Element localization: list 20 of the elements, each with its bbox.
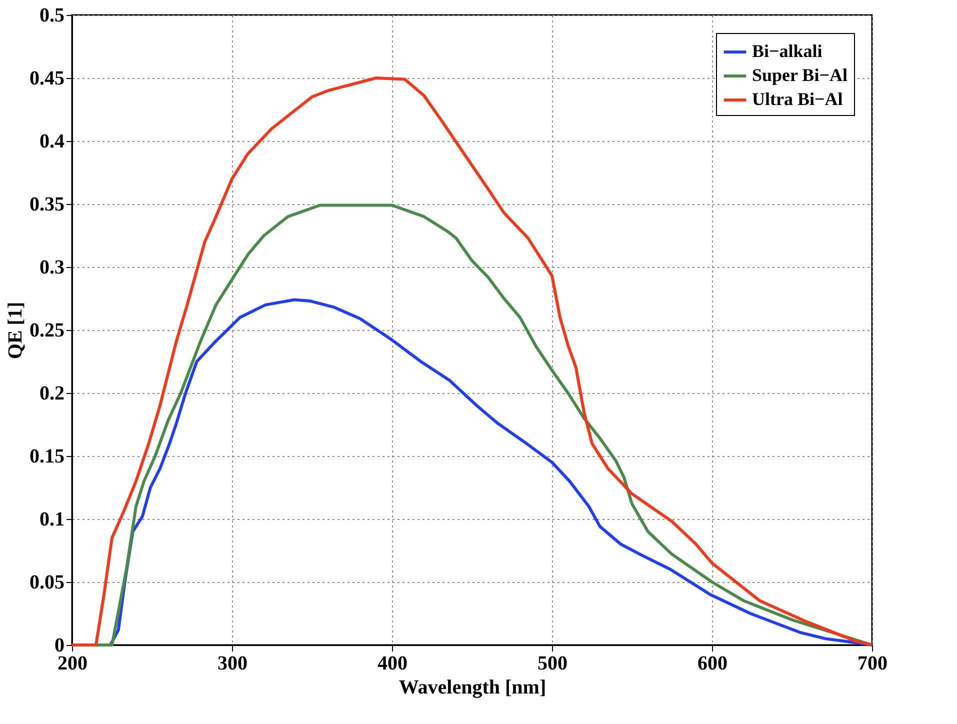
y-tick-label: 0.5	[40, 4, 64, 26]
y-tick-label: 0.4	[40, 130, 64, 152]
x-tick-label: 500	[538, 652, 568, 674]
legend-label: Ultra Bi−Al	[752, 89, 843, 109]
legend-label: Bi−alkali	[752, 41, 822, 61]
y-tick-label: 0.2	[40, 382, 64, 404]
x-tick-label: 300	[218, 652, 248, 674]
x-tick-label: 700	[858, 652, 888, 674]
y-tick-label: 0.05	[30, 572, 64, 594]
y-tick-label: 0.45	[30, 68, 64, 90]
legend-label: Super Bi−Al	[752, 65, 848, 85]
y-tick-label: 0.25	[30, 320, 64, 342]
y-tick-label: 0.15	[30, 446, 64, 468]
y-tick-label: 0.1	[40, 508, 64, 530]
x-tick-label: 600	[698, 652, 728, 674]
y-tick-label: 0.35	[30, 194, 64, 216]
y-axis-title: QE [1]	[4, 302, 26, 360]
y-tick-label: 0.3	[40, 256, 64, 278]
x-axis-title: Wavelength [nm]	[398, 676, 546, 698]
x-tick-label: 400	[378, 652, 408, 674]
